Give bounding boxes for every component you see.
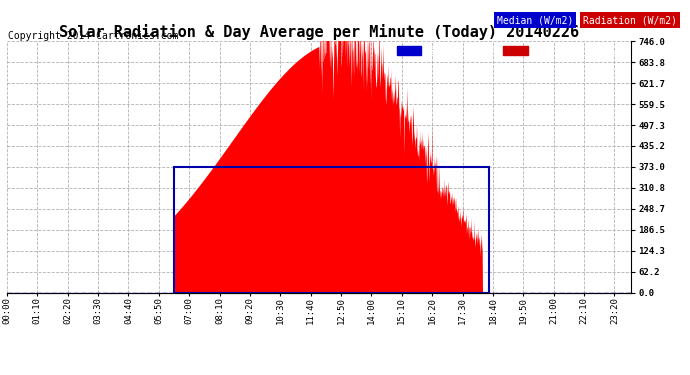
Text: Radiation (W/m2): Radiation (W/m2) [583, 15, 677, 25]
Text: Median (W/m2): Median (W/m2) [497, 15, 573, 25]
Legend: Median (W/m2), Radiation (W/m2): Median (W/m2), Radiation (W/m2) [395, 44, 627, 57]
Bar [174, 167, 489, 292]
Text: Copyright 2014 Cartronics.com: Copyright 2014 Cartronics.com [8, 32, 179, 41]
Title: Solar Radiation & Day Average per Minute (Today) 20140226: Solar Radiation & Day Average per Minute… [59, 24, 579, 40]
